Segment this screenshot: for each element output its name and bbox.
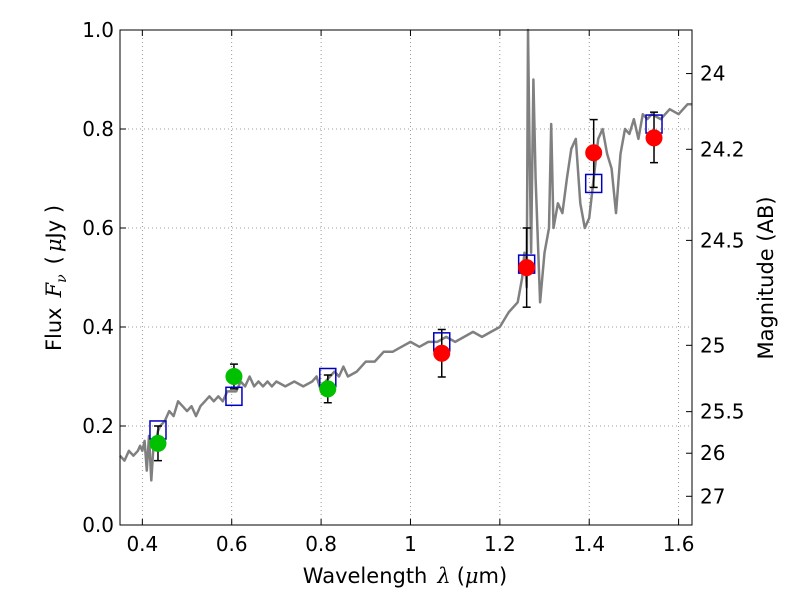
y2-tick-label: 27 bbox=[700, 484, 725, 508]
x-tick-label: 1.4 bbox=[573, 532, 605, 556]
y-tick-label: 0.0 bbox=[82, 513, 114, 537]
x-tick-label: 1.2 bbox=[484, 532, 516, 556]
y2-tick-label: 25.5 bbox=[700, 400, 745, 424]
y-tick-label: 0.2 bbox=[82, 414, 114, 438]
model-photometry-square bbox=[584, 173, 603, 194]
y-axis-label-unit-mu: μ bbox=[42, 238, 66, 252]
y-axis-label-unit-open: ( bbox=[42, 256, 66, 264]
y2-tick-label: 25 bbox=[700, 333, 725, 357]
y-axis-label-sub: ν bbox=[54, 274, 70, 283]
observed-point-layer bbox=[149, 129, 663, 452]
observed-green-point bbox=[225, 368, 243, 385]
errorbar-layer bbox=[153, 111, 659, 462]
x-tick-label: 0.6 bbox=[216, 532, 248, 556]
y-tick-label: 1.0 bbox=[82, 18, 114, 42]
plot-frame bbox=[119, 29, 693, 526]
model-sed-line bbox=[119, 28, 692, 482]
model-photometry-square bbox=[225, 386, 243, 407]
x-axis-label-unit-open: ( bbox=[457, 564, 465, 588]
y-axis-label-symbol: F bbox=[42, 281, 66, 298]
observed-red-point bbox=[518, 259, 536, 277]
x-axis-label-unit-mu: μ bbox=[465, 564, 479, 588]
axis-ticks: 0.4 0.6 0.8 1 1.2 1.4 1.6 0.0 0.2 0.4 0.6 0.8 1.0 24 2… bbox=[82, 18, 744, 556]
y2-tick-label: 24 bbox=[700, 62, 725, 86]
y-tick-label: 0.8 bbox=[82, 117, 114, 141]
y-axis-label-prefix: Flux bbox=[42, 307, 66, 351]
x-tick-label: 1.6 bbox=[663, 532, 695, 556]
x-tick-label: 1 bbox=[404, 532, 417, 556]
x-axis-label-symbol: λ bbox=[436, 564, 450, 588]
observed-green-point bbox=[149, 434, 167, 452]
observed-red-point bbox=[645, 129, 663, 147]
y-tick-label: 0.4 bbox=[82, 315, 114, 339]
observed-green-point bbox=[319, 380, 337, 398]
x-axis-label: Wavelength λ (μm) bbox=[303, 564, 507, 588]
y-axis-label: Flux Fν ( μJy ) bbox=[42, 205, 70, 351]
y-tick-label: 0.6 bbox=[82, 216, 114, 240]
x-axis-label-unit-rest: m) bbox=[479, 564, 508, 588]
x-tick-label: 0.4 bbox=[126, 532, 158, 556]
model-sed-layer bbox=[119, 28, 692, 482]
y2-tick-label: 24.5 bbox=[700, 228, 745, 252]
y-axis-label-unit-rest: Jy ) bbox=[42, 205, 66, 241]
y2-tick-label: 24.2 bbox=[700, 137, 745, 161]
y2-axis-label: Magnitude (AB) bbox=[754, 196, 778, 359]
observed-red-point bbox=[433, 344, 451, 362]
x-tick-label: 0.8 bbox=[305, 532, 337, 556]
observed-red-point bbox=[585, 144, 603, 162]
y2-tick-label: 26 bbox=[700, 441, 725, 465]
x-axis-label-text: Wavelength bbox=[303, 564, 428, 588]
